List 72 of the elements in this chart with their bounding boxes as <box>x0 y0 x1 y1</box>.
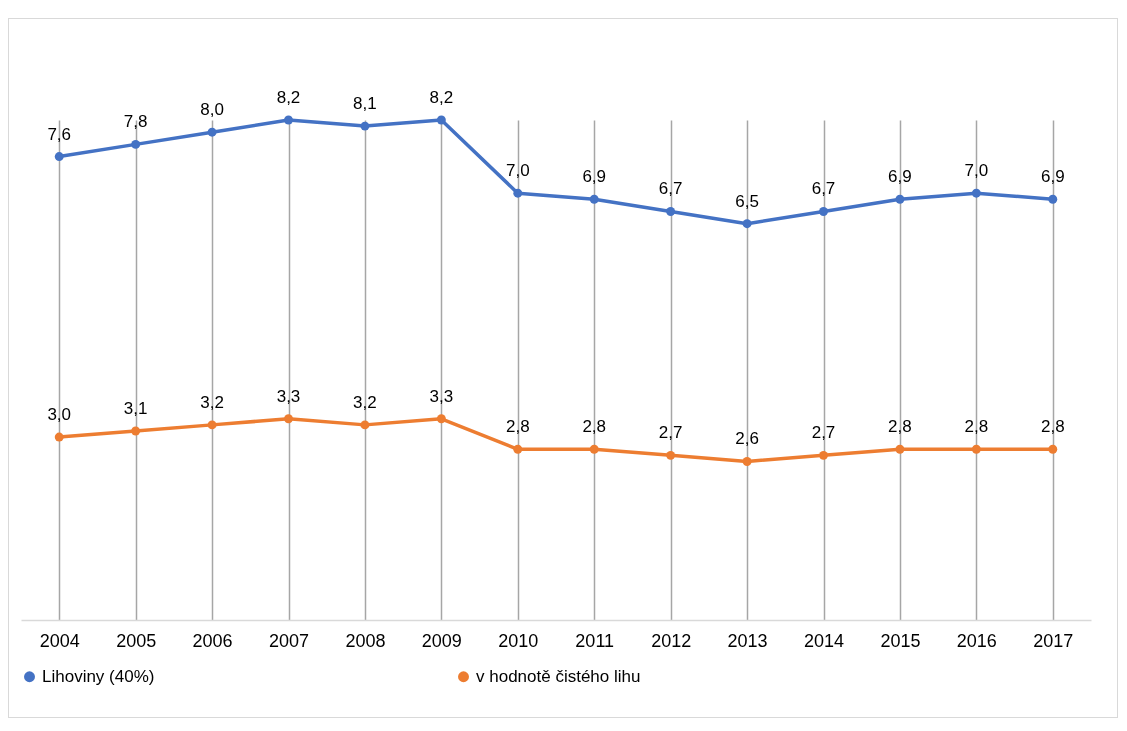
data-label: 3,3 <box>429 386 454 406</box>
data-label: 3,2 <box>353 392 377 412</box>
point <box>895 444 905 454</box>
data-label: 7,0 <box>505 161 530 181</box>
point <box>284 414 293 424</box>
data-label: 6,5 <box>735 191 759 211</box>
data-label: 7,6 <box>47 124 72 144</box>
point <box>513 188 523 198</box>
point <box>1048 444 1058 454</box>
x-tick-label: 2013 <box>727 630 768 651</box>
x-tick-label: 2010 <box>498 630 539 651</box>
point <box>819 207 828 216</box>
point <box>360 121 370 131</box>
point <box>131 426 141 436</box>
point <box>971 188 981 198</box>
data-label: 8,2 <box>429 88 454 107</box>
data-label: 8,2 <box>276 88 301 107</box>
data-label: 6,9 <box>582 167 607 187</box>
point <box>54 432 64 442</box>
point <box>436 414 446 424</box>
data-label: 7,8 <box>123 112 148 132</box>
point <box>1048 194 1058 204</box>
point <box>54 152 64 162</box>
point <box>742 219 752 229</box>
x-tick-label: 2008 <box>345 630 386 651</box>
point <box>131 139 141 149</box>
data-label: 3,3 <box>276 386 301 406</box>
data-label: 3,2 <box>200 392 224 412</box>
x-tick-label: 2017 <box>1033 630 1074 651</box>
data-label: 6,9 <box>888 167 912 187</box>
x-tick-label: 2009 <box>421 630 462 651</box>
data-label: 2,7 <box>811 423 836 443</box>
data-label: 6,7 <box>658 179 683 199</box>
point <box>207 127 217 137</box>
point <box>666 207 676 216</box>
x-tick-label: 2004 <box>39 630 80 651</box>
data-label: 6,9 <box>1040 167 1065 187</box>
data-label: 2,8 <box>1040 417 1065 437</box>
data-label: 3,1 <box>123 398 148 418</box>
point <box>971 444 981 454</box>
data-label: 2,7 <box>658 423 683 443</box>
point <box>284 115 293 125</box>
data-label: 2,6 <box>735 429 759 449</box>
point <box>513 444 523 454</box>
point <box>207 420 217 430</box>
x-tick-label: 2011 <box>575 630 615 651</box>
x-tick-label: 2012 <box>651 630 692 651</box>
data-label: 2,8 <box>964 417 989 437</box>
data-label: 8,0 <box>200 100 224 120</box>
data-label: 2,8 <box>505 417 530 437</box>
legend-label: v hodnotě čistého lihu <box>476 666 641 686</box>
point <box>666 450 676 460</box>
point <box>895 194 905 204</box>
legend-label: Lihoviny (40%) <box>42 666 155 686</box>
data-label: 6,7 <box>811 179 836 199</box>
x-tick-label: 2014 <box>803 630 845 651</box>
point <box>742 457 752 466</box>
x-tick-label: 2005 <box>116 630 157 651</box>
point <box>589 444 599 454</box>
x-tick-label: 2016 <box>956 630 997 651</box>
x-tick-label: 2006 <box>192 630 233 651</box>
data-label: 7,0 <box>964 161 989 181</box>
data-label: 8,1 <box>353 94 377 114</box>
x-tick-label: 2007 <box>268 630 310 651</box>
data-label: 3,0 <box>47 405 72 425</box>
x-tick-label: 2015 <box>880 630 921 651</box>
point <box>589 194 599 204</box>
data-label: 2,8 <box>582 417 607 437</box>
point <box>436 115 446 125</box>
data-label: 2,8 <box>888 417 912 437</box>
point <box>819 450 828 460</box>
point <box>360 420 370 430</box>
